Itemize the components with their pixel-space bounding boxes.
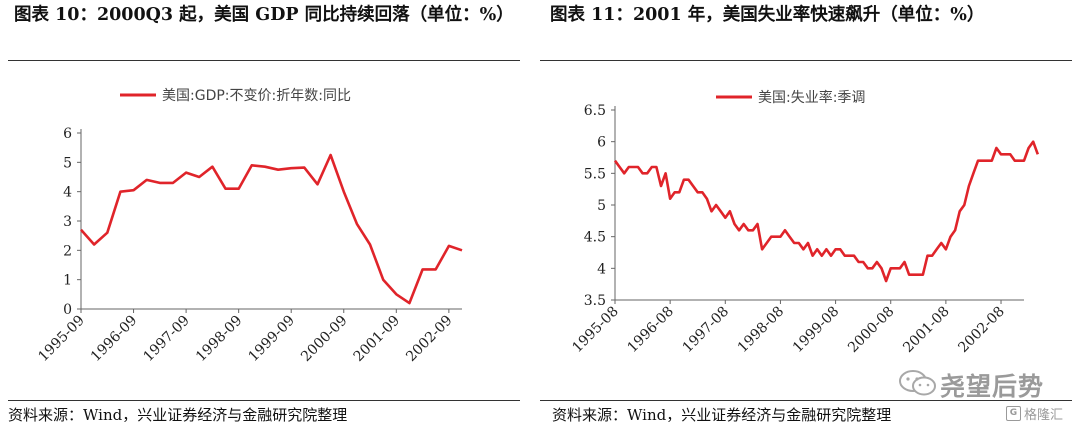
left-bottom-rule — [8, 400, 520, 401]
right-top-rule — [540, 60, 1072, 61]
left-x-tick-label: 1997-09 — [140, 313, 192, 365]
right-x-tick-label: 1997-08 — [680, 304, 732, 356]
watermark-logo: G 格隆汇 — [1006, 404, 1063, 423]
left-y-tick-label: 1 — [63, 273, 72, 289]
left-x-tick-label: 2002-09 — [403, 313, 455, 365]
left-top-rule — [8, 60, 520, 61]
left-source-note: 资料来源：Wind，兴业证券经济与金融研究院整理 — [8, 406, 348, 424]
left-chart-title: 图表 10：2000Q3 起，美国 GDP 同比持续回落（单位：%） — [14, 5, 514, 25]
watermark-logo-text: 格隆汇 — [1024, 408, 1064, 423]
right-y-tick-label: 5.5 — [584, 166, 606, 182]
right-x-tick-label: 2002-08 — [955, 304, 1007, 356]
left-legend-label: 美国:GDP:不变价:折年数:同比 — [162, 88, 351, 104]
right-x-tick-label: 1995-08 — [569, 304, 621, 356]
right-x-tick-label: 1996-08 — [625, 304, 677, 356]
right-chart-title: 图表 11：2001 年，美国失业率快速飙升（单位：%） — [550, 5, 985, 25]
watermark-logo-mark: G — [1006, 406, 1021, 421]
right-y-tick-label: 5 — [597, 198, 606, 214]
left-x-tick-label: 1996-09 — [88, 313, 140, 365]
right-y-tick-label: 6.5 — [584, 103, 606, 119]
right-y-tick-label: 4.5 — [584, 230, 606, 246]
left-x-tick-label: 2000-09 — [298, 313, 350, 365]
right-chart-panel: 图表 11：2001 年，美国失业率快速飙升（单位：%） 3.5 4 4.5 5 5.5… — [538, 0, 1080, 434]
left-y-tick-label: 2 — [63, 243, 72, 259]
left-y-tick-label: 3 — [63, 214, 72, 230]
left-y-tick-label: 5 — [63, 155, 72, 171]
left-chart: 0 1 2 3 4 5 6 1995-09 1996-09 1997-09 1998-09 1999-… — [35, 88, 463, 365]
right-x-tick-label: 1998-08 — [735, 304, 787, 356]
right-x-tick-label: 1999-08 — [790, 304, 842, 356]
left-x-tick-label: 2001-09 — [351, 313, 403, 365]
left-x-tick-label: 1999-09 — [246, 313, 298, 365]
left-y-tick-label: 6 — [63, 126, 72, 142]
right-x-tick-label: 2001-08 — [900, 304, 952, 356]
right-series-line — [613, 140, 1040, 283]
left-y-tick-label: 4 — [63, 185, 72, 201]
right-source-note: 资料来源：Wind，兴业证券经济与金融研究院整理 — [552, 406, 892, 424]
watermark-account-name: 尧望后势 — [940, 372, 1045, 401]
right-chart: 3.5 4 4.5 5 5.5 6 6.5 1995-08 1996-08 1997-08 1998… — [569, 89, 1040, 356]
left-x-tick-label: 1998-09 — [193, 313, 245, 365]
right-y-tick-label: 4 — [597, 261, 606, 277]
right-legend-label: 美国:失业率:季调 — [758, 89, 865, 106]
wechat-icon — [899, 370, 936, 396]
right-x-tick-label: 2000-08 — [845, 304, 897, 356]
left-series-line — [80, 153, 463, 305]
right-bottom-rule — [540, 400, 1072, 401]
left-x-tick-label: 1995-09 — [35, 313, 87, 365]
left-chart-panel: 图表 10：2000Q3 起，美国 GDP 同比持续回落（单位：%） 0 1 2 3 4… — [0, 0, 528, 434]
left-y-tick-label: 0 — [63, 302, 72, 318]
right-y-tick-label: 6 — [597, 135, 606, 151]
right-y-tick-label: 3.5 — [584, 293, 606, 309]
